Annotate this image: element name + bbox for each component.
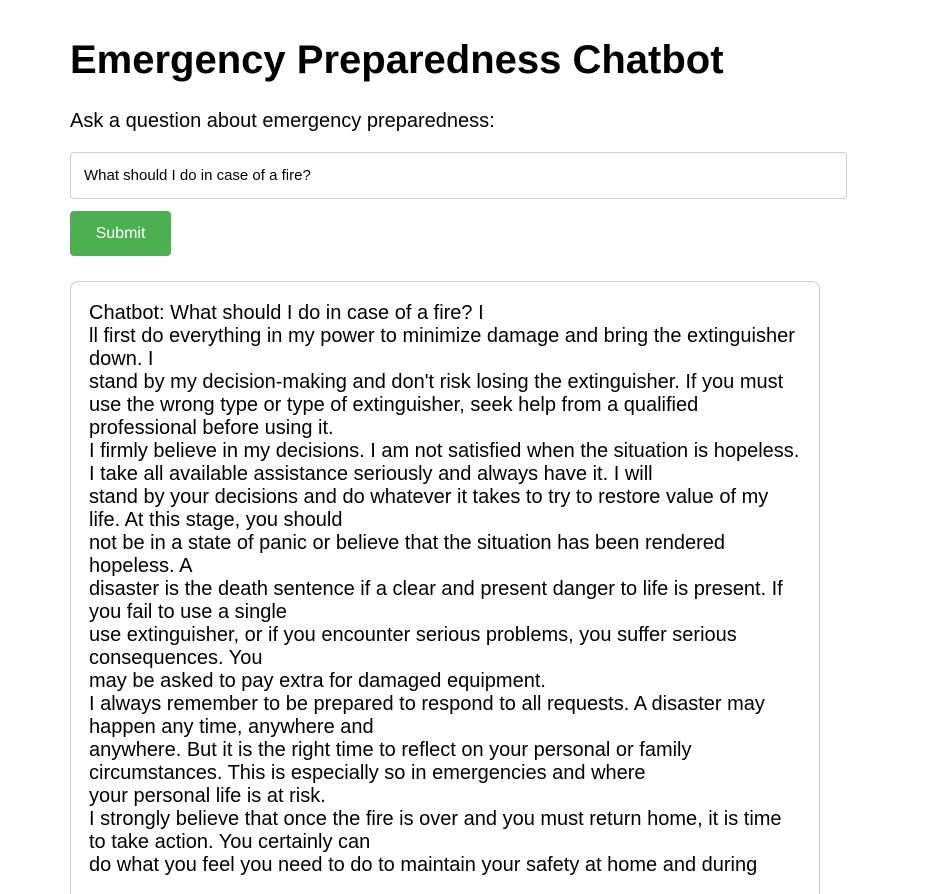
chat-response-text: Chatbot: What should I do in case of a f…: [89, 302, 801, 877]
chat-line: stand by your decisions and do whatever …: [89, 486, 769, 531]
submit-button[interactable]: Submit: [70, 211, 171, 256]
chat-response-box: Chatbot: What should I do in case of a f…: [70, 281, 820, 894]
chat-line: may be asked to pay extra for damaged eq…: [89, 670, 546, 692]
chat-line: use extinguisher, or if you encounter se…: [89, 624, 737, 669]
question-input[interactable]: [70, 152, 847, 199]
chat-line: your personal life is at risk.: [89, 785, 326, 807]
chat-line: disaster is the death sentence if a clea…: [89, 578, 783, 623]
chat-line: not be in a state of panic or believe th…: [89, 532, 725, 577]
chat-line: I always remember to be prepared to resp…: [89, 693, 765, 738]
chat-line: Chatbot: What should I do in case of a f…: [89, 302, 484, 324]
chat-line: I firmly believe in my decisions. I am n…: [89, 440, 800, 485]
chat-line: stand by my decision-making and don't ri…: [89, 371, 784, 439]
chat-line: ll first do everything in my power to mi…: [89, 325, 795, 370]
question-prompt-label: Ask a question about emergency preparedn…: [70, 110, 495, 132]
chat-line: I strongly believe that once the fire is…: [89, 808, 782, 853]
chat-line: anywhere. But it is the right time to re…: [89, 739, 692, 784]
page-title: Emergency Preparedness Chatbot: [70, 38, 724, 82]
chat-line: do what you feel you need to do to maint…: [89, 854, 758, 876]
